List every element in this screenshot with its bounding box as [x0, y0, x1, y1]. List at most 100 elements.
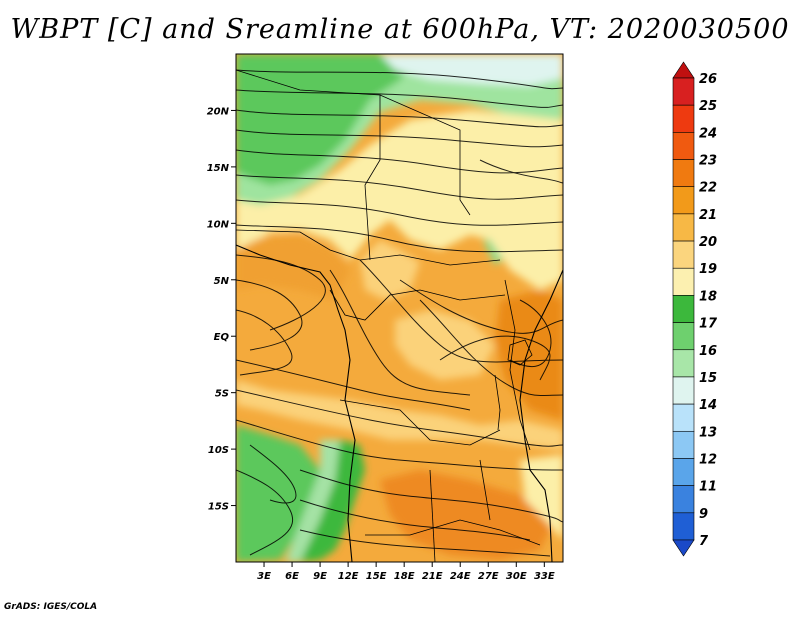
border-line — [479, 459, 491, 521]
colorbar-swatch — [672, 349, 695, 378]
streamline — [419, 299, 563, 397]
wbpt-region-19-south — [236, 380, 563, 450]
streamline — [236, 279, 303, 351]
coastline — [236, 244, 356, 562]
wbpt-region-21-west — [236, 235, 350, 300]
wbpt-region-16-coast — [285, 440, 340, 562]
colorbar-swatch — [672, 104, 695, 133]
lon-tick-label: 21E — [422, 571, 443, 582]
colorbar-label: 25 — [699, 99, 717, 114]
wbpt-region-17-north — [236, 54, 420, 185]
border-line — [365, 519, 541, 546]
colorbar-swatch — [672, 485, 695, 514]
wbpt-region-19-southeast — [520, 455, 563, 540]
colorbar-swatch — [672, 77, 695, 106]
streamline — [236, 419, 563, 471]
colorbar-label: 17 — [699, 317, 718, 332]
colorbar-swatch — [672, 403, 695, 432]
colorbar-label: 14 — [699, 398, 717, 413]
lon-tick-label: 3E — [257, 571, 271, 582]
streamline — [236, 89, 563, 108]
grads-credit: GrADS: IGES/COLA — [4, 602, 98, 612]
colorbar-swatch — [672, 539, 695, 557]
colorbar-label: 16 — [699, 344, 717, 359]
streamline — [236, 109, 563, 128]
lon-tick-label: 15E — [366, 571, 387, 582]
colorbar-swatch — [672, 159, 695, 188]
lon-tick-label: 12E — [338, 571, 359, 582]
lon-tick-label: 9E — [313, 571, 327, 582]
lon-tick-label: 27E — [478, 571, 499, 582]
colorbar-swatch — [672, 295, 695, 323]
map-frame — [235, 53, 564, 563]
colorbar-swatch — [672, 430, 695, 459]
lon-tick-label: 30E — [506, 571, 527, 582]
border-line — [236, 69, 381, 261]
colorbar-swatch — [672, 267, 695, 296]
lat-tick-label: 15N — [207, 163, 230, 174]
streamline — [439, 335, 551, 381]
country-borders — [236, 69, 563, 562]
colorbar-label: 12 — [699, 452, 717, 467]
colorbar-label: 20 — [699, 235, 717, 250]
lake-tanganyika — [494, 374, 501, 431]
colorbar-label: 18 — [699, 289, 717, 304]
streamline — [236, 389, 563, 447]
colorbar-label: 26 — [699, 72, 717, 87]
colorbar-label: 11 — [699, 480, 717, 495]
axis-ticks: 3E 6E 9E 12E 15E 18E 21E 24E 27E 30E 33E 20N 15N 10N 5… — [207, 106, 555, 582]
streamlines — [236, 69, 563, 557]
border-line — [339, 399, 501, 446]
wbpt-region-22-south — [380, 470, 555, 560]
wbpt-field — [236, 54, 563, 562]
colorbar-label: 24 — [699, 126, 717, 141]
border-line — [379, 94, 471, 216]
colorbar-swatch — [672, 512, 695, 541]
lon-tick-label: 18E — [394, 571, 415, 582]
colorbar-swatch — [672, 186, 695, 215]
colorbar-label: 7 — [699, 534, 709, 549]
streamline — [236, 309, 293, 376]
chart-title: WBPT [C] and Sreamline at 600hPa, VT: 20… — [10, 14, 790, 45]
lon-tick-label: 6E — [285, 571, 299, 582]
streamline — [509, 299, 552, 368]
border-line — [236, 229, 501, 266]
streamline — [299, 529, 551, 557]
lon-tick-label: 33E — [534, 571, 555, 582]
streamline — [236, 69, 563, 90]
colorbar-swatch — [672, 240, 695, 269]
map-panel — [236, 54, 563, 562]
lake-victoria — [507, 339, 533, 366]
streamline — [329, 269, 471, 396]
lat-tick-label: 20N — [207, 106, 230, 117]
streamline — [236, 129, 563, 148]
lon-tick-label: 24E — [450, 571, 471, 582]
lat-tick-label: 5S — [215, 389, 229, 400]
wbpt-region-15-north — [380, 54, 563, 86]
streamline — [299, 469, 563, 523]
colorbar-label: 23 — [699, 154, 717, 169]
colorbar-swatch — [672, 458, 695, 486]
colorbar-label: 15 — [699, 371, 717, 386]
lat-tick-label: EQ — [214, 332, 230, 343]
border-line — [429, 469, 436, 562]
wbpt-region-19-congo — [395, 310, 495, 380]
colorbar-swatch — [672, 376, 695, 405]
colorbar-label: 21 — [699, 208, 717, 223]
lat-tick-label: 10N — [207, 219, 230, 230]
colorbar-label: 22 — [699, 181, 717, 196]
streamline — [359, 259, 563, 363]
streamline — [236, 174, 563, 200]
streamline — [236, 149, 563, 174]
streamline — [299, 499, 531, 541]
streamline — [236, 254, 326, 331]
streamline — [249, 444, 297, 504]
colorbar: 26 25 24 23 22 21 20 19 18 17 16 15 14 13 12 11 9 7 — [672, 61, 718, 557]
colorbar-label: 13 — [699, 425, 717, 440]
streamline — [236, 199, 563, 226]
streamline — [236, 224, 563, 253]
lat-tick-label: 15S — [208, 502, 229, 513]
streamline — [399, 279, 563, 334]
border-line — [329, 289, 506, 321]
streamline — [236, 469, 293, 556]
